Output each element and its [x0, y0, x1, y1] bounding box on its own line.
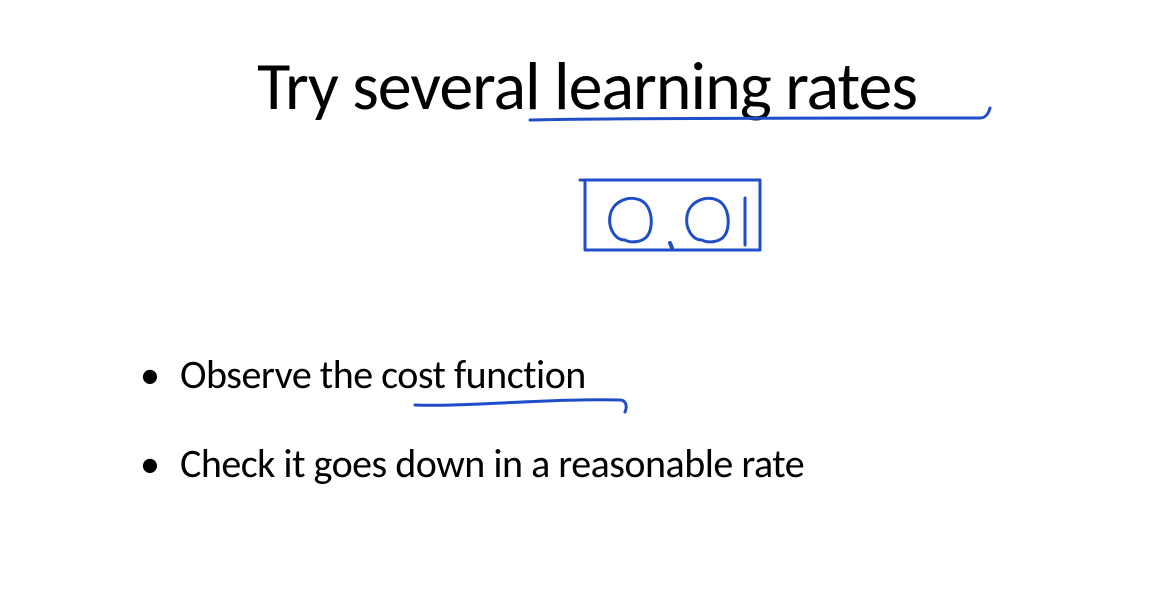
bullet-list: Observe the cost function Check it goes … [140, 350, 804, 528]
decimal-point [670, 243, 672, 248]
digit-zero-1 [610, 198, 652, 241]
bullet-item: Observe the cost function [140, 350, 804, 399]
slide: Try several learning rates Observe the c… [0, 0, 1174, 612]
bullet-item: Check it goes down in a reasonable rate [140, 439, 804, 488]
digit-zero-2 [687, 198, 729, 241]
value-box [580, 180, 760, 250]
slide-title: Try several learning rates [130, 45, 1044, 128]
